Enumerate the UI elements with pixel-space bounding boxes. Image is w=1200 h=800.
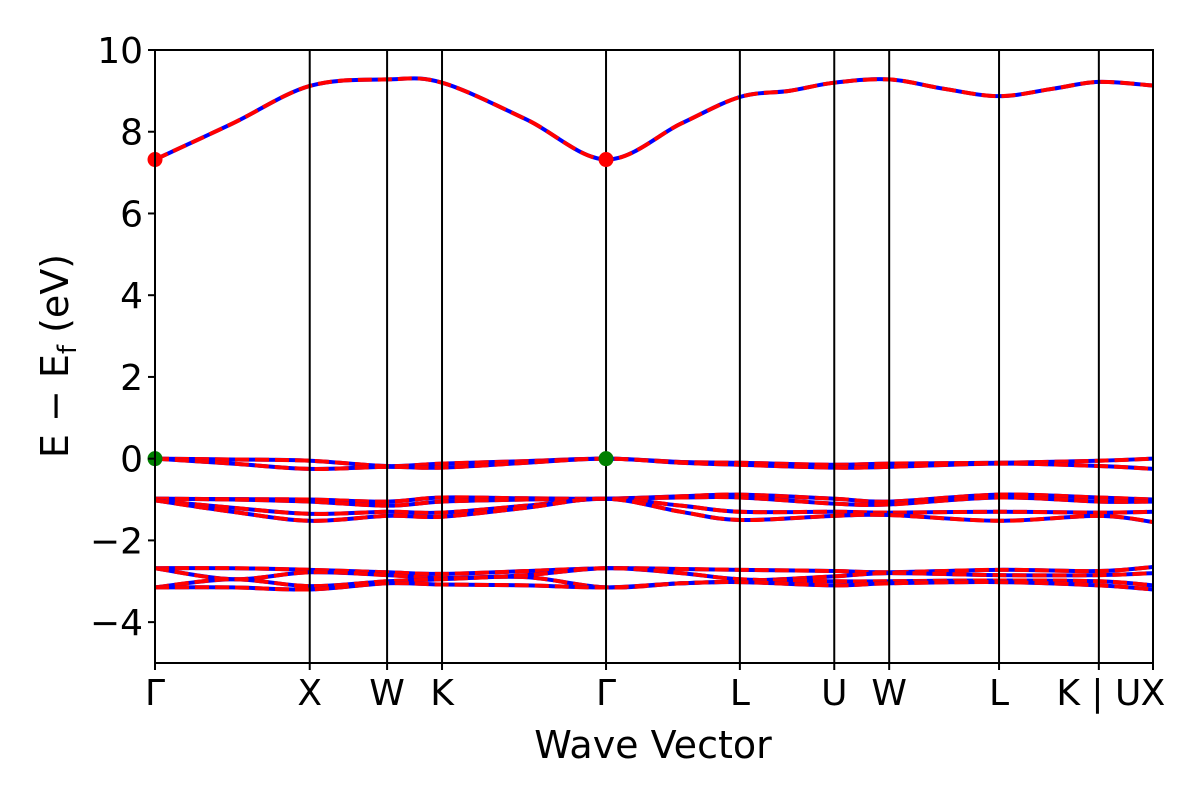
band-line-dashed-7: [155, 496, 1153, 524]
band-line-dashed-10: [155, 566, 1153, 590]
x-tick-label: U: [821, 673, 847, 714]
band-line-dashed-3: [155, 456, 1153, 471]
y-tick-label: 10: [97, 31, 143, 72]
vbm-marker: [598, 451, 614, 467]
y-tick-label: −2: [90, 521, 143, 562]
x-tick-label: L: [989, 673, 1009, 714]
x-tick-label: K: [430, 673, 455, 714]
plot-area: [147, 49, 1154, 664]
y-axis-title: E − Ef (eV): [33, 254, 83, 458]
y-axis-title-unit: (eV): [33, 254, 77, 345]
y-axis: −4 −2 0 2 4 6 8 10: [90, 31, 155, 644]
x-tick-label: W: [871, 673, 907, 714]
y-tick-label: 4: [120, 276, 143, 317]
x-axis-title: Wave Vector: [534, 723, 772, 767]
band-line-dashed-11: [155, 579, 1153, 592]
x-tick-label: Γ: [596, 673, 616, 714]
y-tick-label: 2: [120, 358, 143, 399]
y-axis-title-main: E − E: [33, 354, 77, 458]
band-line-dashed-6: [155, 496, 1153, 516]
x-tick-label: X: [1141, 673, 1166, 714]
y-tick-label: 8: [120, 113, 143, 154]
x-tick-label: K | U: [1056, 673, 1141, 714]
x-tick-label: L: [730, 673, 750, 714]
x-tick-label: X: [297, 673, 322, 714]
x-tick-label: W: [369, 673, 405, 714]
cbm-marker: [598, 152, 614, 168]
y-tick-label: −4: [90, 603, 143, 644]
band-lines: [155, 76, 1153, 592]
y-tick-label: 6: [120, 194, 143, 235]
band-line-dashed-8: [155, 564, 1153, 576]
band-line-dashed-5: [155, 494, 1153, 508]
x-tick-label: Γ: [145, 673, 165, 714]
y-tick-label: 0: [120, 440, 143, 481]
band-line-dashed-9: [155, 566, 1153, 590]
y-axis-title-sub: f: [53, 344, 83, 354]
plot-frame: [154, 49, 1154, 664]
band-line-1: [155, 76, 1153, 162]
band-line-dashed-1: [155, 76, 1153, 162]
band-line-dashed-2: [155, 456, 1153, 469]
band-line-dashed-4: [155, 492, 1153, 504]
